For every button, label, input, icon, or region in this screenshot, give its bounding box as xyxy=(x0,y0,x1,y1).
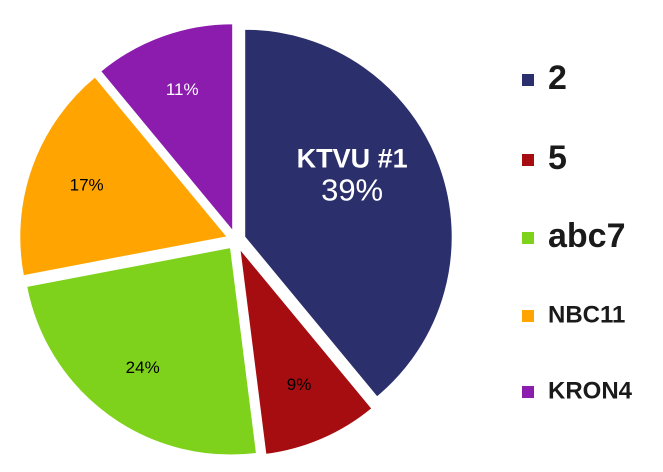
slice-label: 11% xyxy=(166,80,199,99)
legend-swatch xyxy=(522,310,534,322)
pie: KTVU #139% 9% 24% 17% 11% xyxy=(18,22,454,457)
pie-slice xyxy=(25,246,258,457)
legend-swatch xyxy=(522,154,534,166)
pie-slice xyxy=(99,22,234,234)
legend-swatch xyxy=(522,74,534,86)
legend-label: 2 xyxy=(548,59,567,97)
legend-label: KRON4 xyxy=(548,377,633,404)
pie-slice xyxy=(243,28,454,399)
slice-label: 17% xyxy=(70,176,104,195)
legend-swatch xyxy=(522,232,534,244)
slice-label: 9% xyxy=(287,375,312,394)
legend-label: 5 xyxy=(548,139,567,177)
pie-slice xyxy=(18,75,229,277)
legend-swatch xyxy=(522,386,534,398)
slice-annotation: KTVU #1 xyxy=(297,143,408,173)
pie-slice xyxy=(238,245,374,456)
slice-label: 39% xyxy=(321,172,383,207)
slice-label: 24% xyxy=(126,358,160,377)
legend-label: abc7 xyxy=(548,217,626,255)
legend: 2 5 abc7 NBC11 KRON4 xyxy=(522,59,633,404)
legend-label: NBC11 xyxy=(548,301,625,328)
